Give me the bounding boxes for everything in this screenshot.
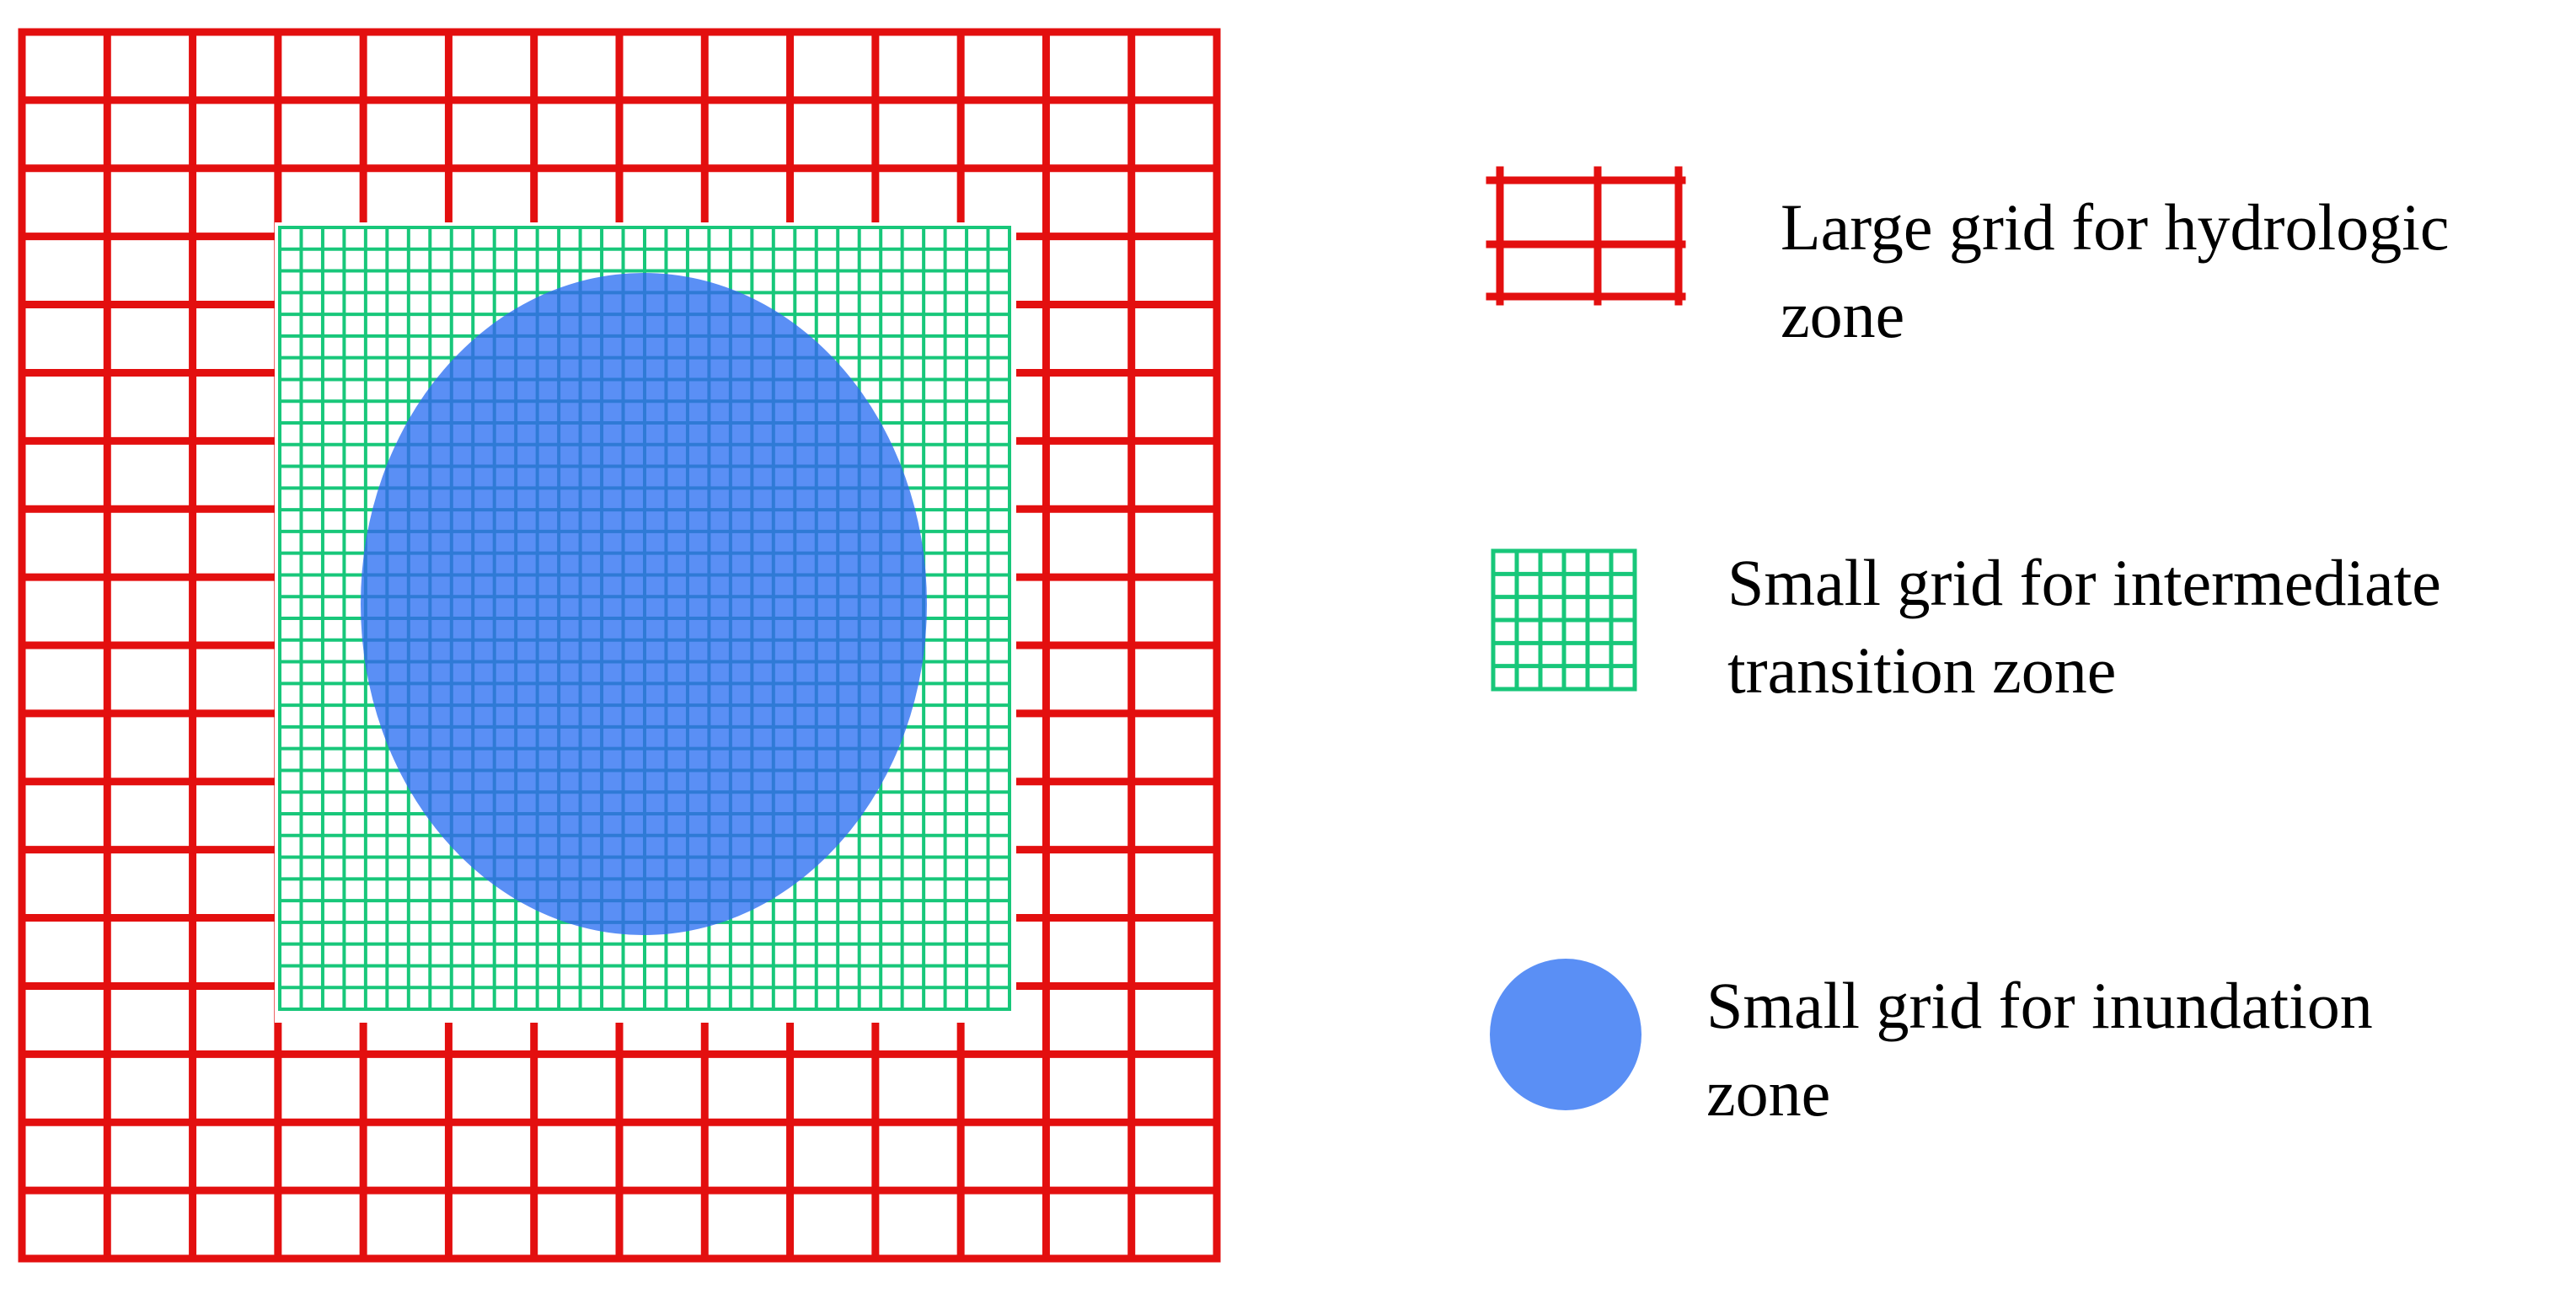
legend-label-transition: Small grid for intermediate transition z… bbox=[1727, 539, 2441, 714]
legend-label-hydrologic-line2: zone bbox=[1781, 278, 1905, 351]
blue-circle-icon bbox=[1490, 959, 1641, 1110]
legend-label-hydrologic: Large grid for hydrologic zone bbox=[1781, 184, 2449, 359]
red-large-grid-icon bbox=[1486, 166, 1686, 306]
legend-label-hydrologic-line1: Large grid for hydrologic bbox=[1781, 190, 2450, 264]
legend-label-inundation-line2: zone bbox=[1706, 1056, 1831, 1130]
legend-label-transition-line1: Small grid for intermediate bbox=[1727, 546, 2441, 619]
legend-label-transition-line2: transition zone bbox=[1727, 633, 2117, 707]
legend-label-inundation: Small grid for inundation zone bbox=[1706, 962, 2373, 1137]
green-small-grid-icon bbox=[1491, 548, 1637, 692]
legend-label-inundation-line1: Small grid for inundation bbox=[1706, 969, 2373, 1042]
